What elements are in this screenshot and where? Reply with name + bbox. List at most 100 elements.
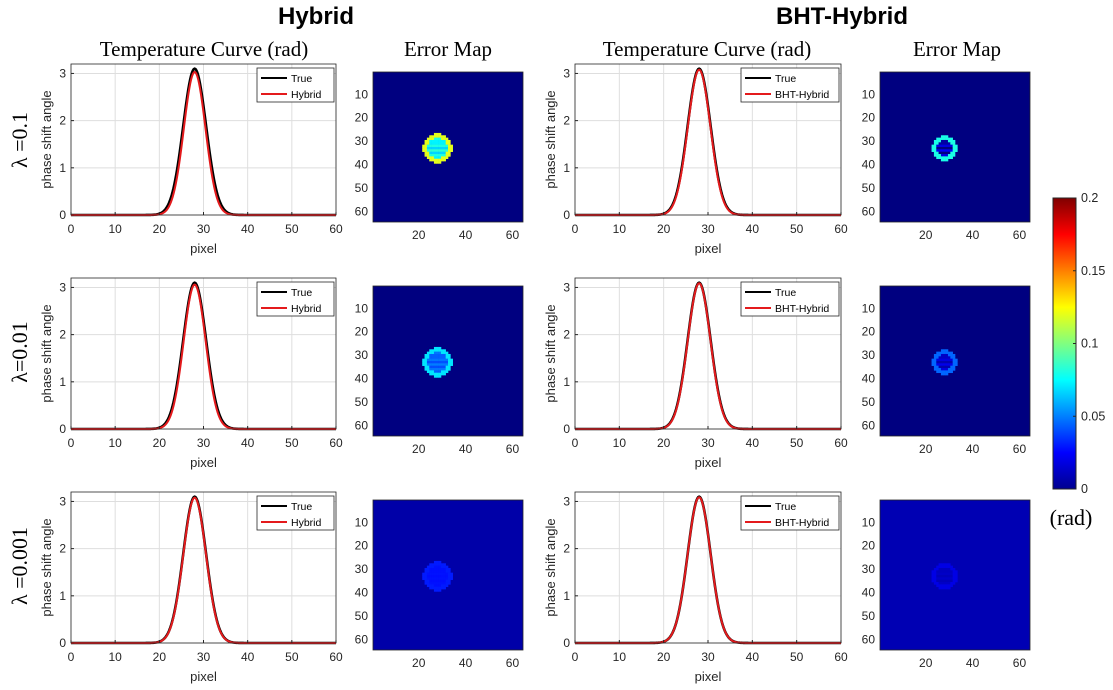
heatmap-cell — [950, 565, 953, 569]
legend-entry: BHT-Hybrid — [775, 517, 829, 529]
y-tick-label: 40 — [862, 372, 876, 386]
heatmap-cell — [431, 370, 435, 374]
heatmap-cell — [436, 353, 439, 357]
heatmap-cell — [931, 147, 935, 150]
heatmap-cell — [933, 570, 937, 573]
heatmap-cell — [436, 586, 439, 590]
x-tick-label: 60 — [834, 650, 848, 664]
heatmap-cell — [943, 149, 946, 152]
heatmap-cell — [943, 365, 946, 369]
heatmap-cell — [436, 589, 439, 592]
heatmap-cell — [433, 572, 437, 576]
heatmap-cell — [945, 149, 949, 152]
heatmap-cell — [955, 570, 958, 573]
heatmap-cell — [443, 353, 446, 357]
heatmap-cell — [440, 563, 444, 566]
heatmap-cell — [450, 577, 453, 580]
heatmap-cell — [429, 575, 432, 578]
y-tick-label: 40 — [862, 158, 876, 172]
heatmap-cell — [431, 154, 435, 157]
heatmap-cell — [433, 132, 437, 136]
heatmap-cell — [438, 154, 442, 157]
legend-box — [740, 495, 840, 531]
y-tick-label: 60 — [355, 418, 369, 432]
heatmap-cell — [950, 156, 953, 160]
heatmap-cell — [445, 351, 449, 355]
heatmap-cell — [936, 370, 939, 374]
heatmap-cell — [947, 137, 951, 141]
heatmap-cell — [936, 358, 939, 362]
heatmap-cell — [950, 151, 953, 155]
colorbar-ticks: 0 0.05 0.1 0.15 0.2 — [1073, 191, 1105, 496]
heatmap-cell — [933, 582, 937, 585]
heatmap-cell — [940, 372, 944, 376]
heatmap-cell — [440, 582, 444, 585]
heatmap-cell — [945, 563, 949, 566]
heatmap-cell — [933, 567, 937, 571]
section-title-hybrid: Hybrid — [278, 3, 354, 30]
heatmap-cell — [433, 570, 437, 573]
heatmap-cell — [431, 156, 435, 160]
heatmap-cell — [433, 356, 437, 359]
heatmap-cell — [947, 582, 951, 585]
heatmap-cell — [950, 142, 953, 145]
heatmap-cell — [955, 363, 958, 366]
heatmap-cell — [945, 368, 949, 371]
x-tick-label: 40 — [966, 228, 980, 242]
column-title-curve-bht: Temperature Curve (rad) — [603, 37, 811, 61]
heatmap-cell — [936, 365, 939, 369]
heatmap-cell — [443, 370, 446, 374]
heatmap-cell — [936, 361, 939, 364]
heatmap-cell — [943, 358, 946, 362]
heatmap-cell — [438, 586, 442, 590]
heatmap-cell — [431, 351, 435, 355]
heatmap-cell — [940, 370, 944, 374]
heatmap-cell — [429, 149, 432, 152]
heatmap-cell — [947, 147, 951, 150]
y-tick-label: 30 — [355, 562, 369, 576]
heatmap-cell — [947, 361, 951, 364]
x-tick-label: 10 — [613, 436, 627, 450]
heatmap-cell — [938, 563, 942, 566]
y-axis-label: phase shift angle — [39, 90, 54, 188]
heatmap-cell — [433, 575, 437, 578]
heatmap-cell — [440, 351, 444, 355]
y-tick-label: 40 — [355, 372, 369, 386]
legend-entry: True — [291, 287, 312, 299]
heatmap-cell — [436, 132, 439, 136]
error-map-panel-hybrid-row-3: 20 40 60 10 20 30 40 50 60 — [355, 499, 524, 670]
heatmap-cell — [422, 363, 425, 366]
y-tick-label: 30 — [355, 134, 369, 148]
heatmap-cell — [950, 144, 953, 148]
heatmap-cell — [436, 372, 439, 376]
column-title-map-bht: Error Map — [913, 37, 1001, 61]
legend-box — [740, 281, 840, 317]
heatmap-cell — [448, 570, 451, 573]
row-label-lambda-0-01: λ=0.01 — [7, 321, 32, 383]
heatmap-cell — [438, 577, 442, 580]
heatmap-cell — [943, 144, 946, 148]
heatmap-cell — [424, 572, 428, 576]
x-tick-label: 40 — [459, 228, 473, 242]
heatmap-cell — [445, 156, 449, 160]
heatmap-cell — [938, 368, 942, 371]
heatmap-cell — [940, 156, 944, 160]
heatmap-cell — [940, 586, 944, 590]
heatmap-cell — [945, 565, 949, 569]
heatmap-cell — [445, 582, 449, 585]
heatmap-cell — [424, 149, 428, 152]
heatmap-cell — [445, 579, 449, 583]
heatmap-cell — [431, 349, 435, 352]
x-tick-label: 60 — [1013, 228, 1027, 242]
heatmap-cell — [422, 149, 425, 152]
legend-entry: True — [775, 501, 796, 513]
heatmap-cell — [429, 570, 432, 573]
heatmap-cell — [443, 356, 446, 359]
heatmap-cell — [436, 135, 439, 138]
heatmap-cell — [936, 572, 939, 576]
heatmap-cell — [936, 356, 939, 359]
x-tick-label: 0 — [572, 650, 579, 664]
y-tick-label: 2 — [59, 328, 66, 342]
legend-entry: BHT-Hybrid — [775, 303, 829, 315]
